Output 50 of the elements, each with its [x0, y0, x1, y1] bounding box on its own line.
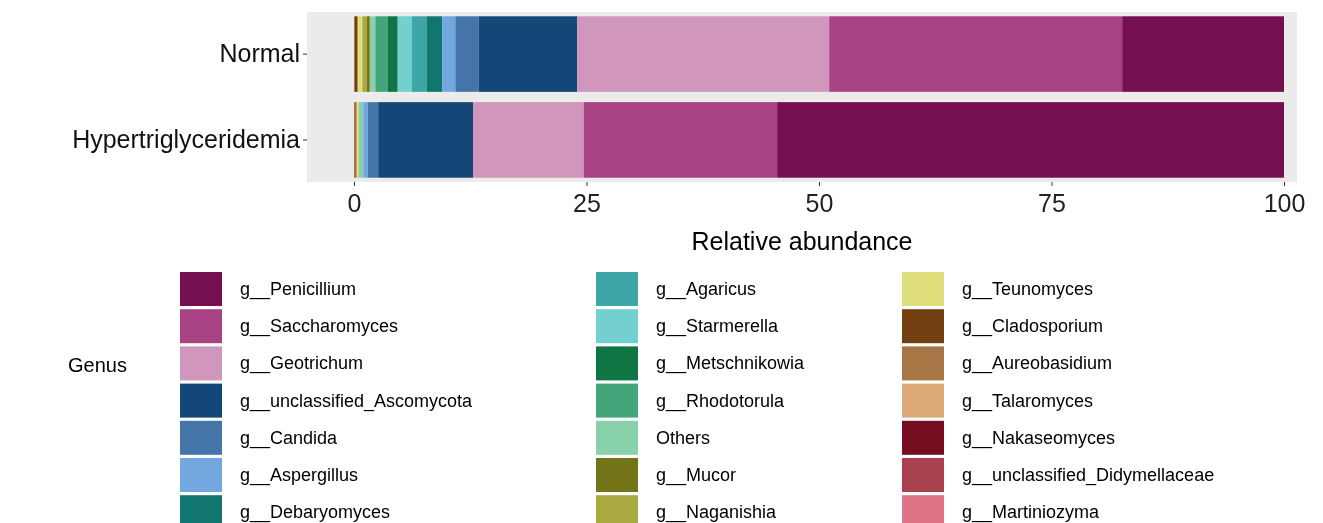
bar	[378, 102, 474, 178]
bar	[363, 102, 368, 178]
bar	[426, 16, 443, 92]
bar	[362, 16, 368, 92]
legend-label: g__Geotrichum	[240, 353, 364, 375]
legend-label: g__unclassified_Didymellaceae	[962, 465, 1215, 486]
bar	[367, 16, 370, 92]
legend-label: g__Agaricus	[656, 279, 757, 300]
x-axis-title: Relative abundance	[691, 227, 913, 255]
bar	[369, 16, 376, 92]
legend-label: g__Cladosporium	[962, 316, 1104, 338]
legend-label: g__Talaromyces	[962, 390, 1094, 412]
bar	[442, 16, 456, 92]
legend-title: Genus	[68, 354, 127, 376]
legend-label: g__Rhodotorula	[656, 390, 786, 412]
legend-label: g__Candida	[240, 427, 339, 449]
bar	[1122, 16, 1284, 92]
bar	[478, 16, 578, 92]
legend-label: g__Teunomyces	[962, 279, 1094, 300]
x-tick-label: 0	[347, 188, 362, 217]
legend-label: g__Debaryomyces	[240, 502, 391, 523]
x-tick-label: 100	[1263, 188, 1306, 217]
bar	[367, 102, 379, 178]
legend-label: g__Nakaseomyces	[962, 427, 1116, 449]
bar	[583, 102, 778, 178]
bar	[473, 102, 584, 178]
bar	[455, 16, 479, 92]
legend-label: g__Saccharomyces	[240, 316, 399, 338]
bar	[397, 16, 412, 92]
bar	[777, 102, 1284, 178]
x-tick-label: 75	[1038, 188, 1066, 217]
legend-label: Others	[656, 427, 711, 448]
legend-label: g__Aspergillus	[240, 465, 359, 486]
legend-label: g__Metschnikowia	[656, 353, 806, 375]
legend-label: g__Naganishia	[656, 502, 778, 523]
legend-label: g__Penicillium	[240, 279, 357, 300]
legend-label: g__Aureobasidium	[962, 353, 1113, 375]
y-tick-label: Normal	[219, 39, 300, 68]
bar	[387, 16, 398, 92]
legend-label: g__Martiniozyma	[962, 502, 1101, 523]
bar	[577, 16, 830, 92]
bar	[411, 16, 427, 92]
legend-label: g__unclassified_Ascomycota	[240, 390, 474, 412]
legend-label: g__Mucor	[656, 465, 737, 486]
bar	[375, 16, 388, 92]
legend-label: g__Starmerella	[656, 316, 780, 338]
bar	[829, 16, 1123, 92]
y-tick-label: Hypertriglyceridemia	[72, 124, 301, 153]
x-tick-label: 25	[573, 188, 601, 217]
x-tick-label: 50	[805, 188, 834, 217]
